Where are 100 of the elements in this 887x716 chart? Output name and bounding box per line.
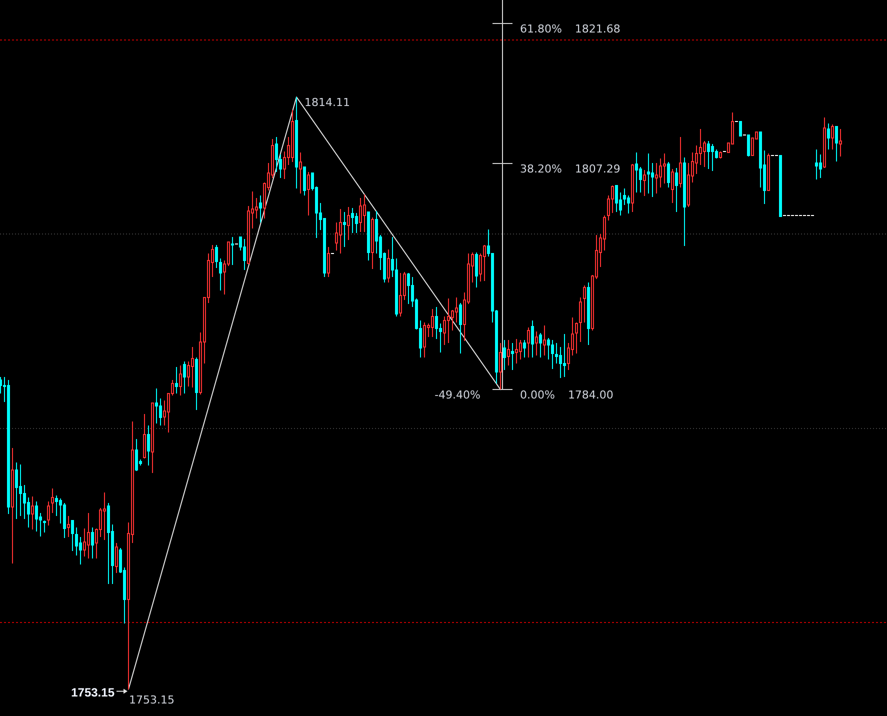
- candlestick: [71, 519, 74, 552]
- candlestick: [115, 542, 118, 574]
- candlestick: [175, 366, 178, 394]
- candlestick: [835, 126, 838, 162]
- candlestick: [779, 154, 782, 218]
- candlestick: [87, 512, 90, 560]
- candlestick: [91, 527, 94, 560]
- candlestick: [515, 338, 518, 364]
- candlestick: [47, 500, 50, 526]
- candlestick: [631, 164, 634, 212]
- candlestick: [459, 302, 462, 354]
- candlestick: [359, 198, 362, 233]
- candlestick: [151, 402, 154, 474]
- candlestick: [63, 502, 66, 539]
- candlestick: [339, 208, 342, 254]
- candlestick: [527, 326, 530, 358]
- candlestick: [307, 171, 310, 216]
- candlestick: [767, 153, 770, 191]
- candlestick: [67, 515, 70, 538]
- candlestick: [823, 117, 826, 169]
- candlestick: [303, 166, 306, 196]
- candlestick: [7, 379, 10, 514]
- candlestick: [259, 194, 262, 223]
- candlestick: [519, 340, 522, 360]
- candlestick: [31, 496, 34, 530]
- candlestick: [231, 236, 234, 266]
- annotation: -49.40%: [434, 388, 480, 402]
- candlestick: [447, 298, 450, 344]
- candlestick: [215, 244, 218, 269]
- candlestick: [739, 120, 742, 137]
- annotation: 1753.15: [71, 685, 115, 700]
- candlestick: [707, 140, 710, 170]
- candlestick: [635, 152, 638, 193]
- ref-line-label: 0.00% 1784.00: [520, 388, 614, 402]
- candlestick: [355, 212, 358, 234]
- candlestick: [675, 168, 678, 212]
- candlestick: [371, 217, 374, 270]
- candlestick: [583, 285, 586, 324]
- candlestick: [643, 170, 646, 197]
- candlestick: [291, 109, 294, 163]
- candlestick: [135, 438, 138, 472]
- candlestick: [103, 492, 106, 541]
- candlestick: [503, 340, 506, 371]
- candlestick: [819, 154, 822, 178]
- candlestick: [563, 334, 566, 378]
- candlestick: [363, 194, 366, 233]
- candlestick: [711, 143, 714, 172]
- candlestick: [43, 520, 46, 533]
- candlestick: [367, 211, 370, 261]
- candlestick: [219, 258, 222, 291]
- candlestick: [155, 388, 158, 424]
- candlestick: [483, 244, 486, 282]
- candlestick: [143, 413, 146, 460]
- candlestick: [543, 324, 546, 356]
- candlestick: [747, 134, 750, 157]
- candlestick: [387, 249, 390, 284]
- candlestick: [831, 124, 834, 150]
- candlestick: [295, 96, 298, 189]
- candlestick: [19, 464, 22, 516]
- candlestick: [535, 330, 538, 356]
- candlestick: [423, 322, 426, 358]
- ref-line-label: 38.20% 1807.29: [520, 162, 620, 176]
- candlestick: [531, 320, 534, 358]
- candlestick: [399, 272, 402, 318]
- candlestick: [719, 151, 722, 159]
- candlestick: [183, 360, 186, 394]
- candlestick: [663, 153, 666, 184]
- candlestick: [179, 364, 182, 396]
- candlestick: [587, 282, 590, 346]
- candlestick: [815, 149, 818, 180]
- ref-line-label: 61.80% 1821.68: [520, 22, 620, 36]
- candlestick: [551, 340, 554, 370]
- candlestick: [11, 447, 14, 564]
- candlestick: [667, 162, 670, 188]
- candlestick: [839, 128, 842, 157]
- candlestick: [655, 162, 658, 194]
- candlestick: [615, 185, 618, 212]
- candlestick: [575, 322, 578, 354]
- candlestick: [347, 206, 350, 240]
- candlestick: [475, 252, 478, 288]
- candlestick: [351, 207, 354, 234]
- candlestick: [343, 211, 346, 248]
- candlestick: [15, 462, 18, 520]
- candlestick: [191, 346, 194, 388]
- candlestick: [523, 340, 526, 358]
- candlestick: [107, 502, 110, 584]
- candlestick: [299, 152, 302, 194]
- candlestick: [507, 340, 510, 366]
- data-label: 1753.15: [129, 693, 174, 706]
- candlestick: [579, 296, 582, 342]
- candlestick: [827, 122, 830, 150]
- candlestick: [647, 153, 650, 194]
- data-label: 1814.11: [304, 96, 350, 110]
- candlestick: [431, 308, 434, 338]
- candlestick: [407, 272, 410, 305]
- candlestick: [679, 136, 682, 188]
- candlestick: [539, 332, 542, 358]
- candlestick: [195, 357, 198, 410]
- candlestick: [243, 238, 246, 271]
- candlestick: [683, 156, 686, 246]
